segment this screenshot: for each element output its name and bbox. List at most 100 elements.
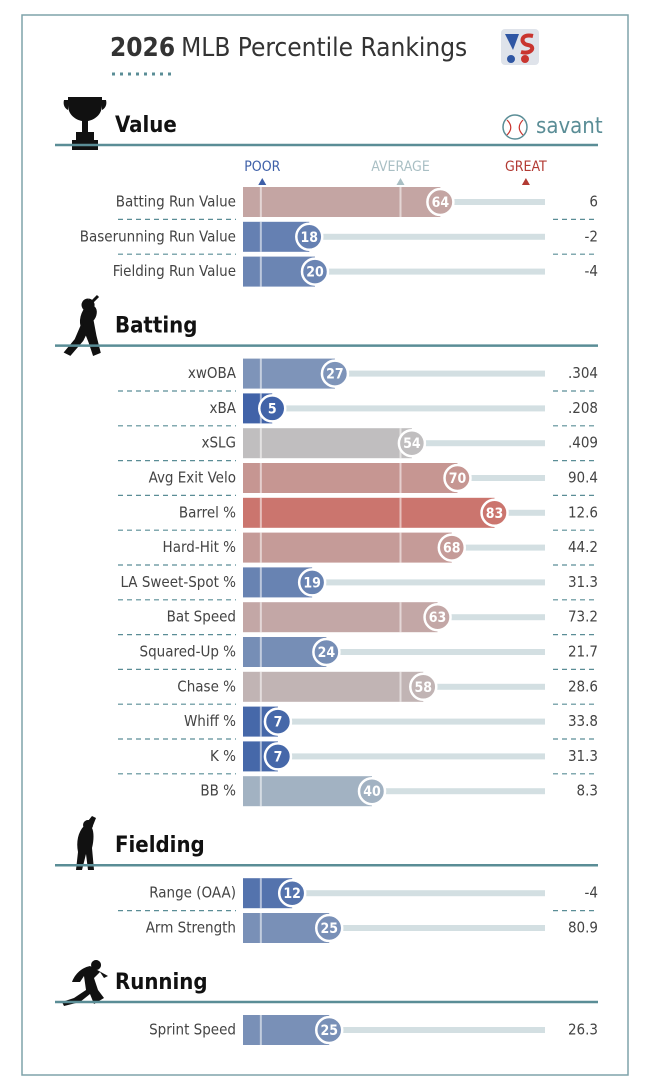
percentile-bar: [243, 187, 441, 217]
percentile-label: 25: [320, 1023, 338, 1039]
track: [451, 544, 545, 551]
metric-stat: 21.7: [568, 643, 598, 661]
track: [329, 925, 545, 931]
track: [437, 614, 545, 621]
metric-stat: 73.2: [568, 608, 598, 626]
track: [272, 405, 545, 412]
metric-stat: 31.3: [568, 573, 598, 591]
metric-label: LA Sweet-Spot %: [120, 573, 236, 591]
metric-stat: -2: [585, 227, 598, 245]
section-title: Fielding: [115, 833, 205, 858]
percentile-badge: [295, 222, 324, 252]
scale-label: GREAT: [505, 159, 547, 175]
percentile-label: 54: [403, 436, 421, 452]
track: [372, 788, 545, 795]
percentile-badge: [258, 394, 287, 423]
percentile-label: 5: [268, 401, 277, 417]
percentile-bar: [243, 358, 335, 389]
percentile-badge: [320, 359, 350, 388]
metric-stat: 90.4: [568, 469, 598, 487]
metric-label: xSLG: [201, 434, 236, 452]
track: [457, 475, 545, 481]
percentile-bar: [243, 671, 424, 702]
percentile-bar: [243, 532, 452, 563]
percentile-badge: [312, 637, 341, 667]
track: [315, 268, 545, 275]
percentile-label: 58: [415, 680, 433, 696]
metric-stat: 6: [589, 193, 598, 211]
percentile-label: 7: [274, 749, 283, 765]
title-year: 2026: [110, 33, 175, 63]
percentile-label: 83: [486, 506, 504, 522]
trophy-icon: [63, 97, 107, 150]
percentile-badge: [443, 463, 472, 493]
track: [292, 890, 545, 897]
metric-stat: 44.2: [568, 538, 598, 556]
track: [411, 440, 545, 447]
percentile-label: 63: [429, 610, 447, 626]
metric-stat: 31.3: [568, 747, 598, 765]
percentile-bar: [243, 1015, 330, 1045]
scale-label: POOR: [244, 159, 280, 175]
metric-stat: 8.3: [577, 782, 598, 800]
percentile-bar: [243, 463, 458, 493]
percentile-label: 7: [274, 715, 283, 731]
scale-marker: [258, 178, 267, 185]
percentile-badge: [300, 257, 330, 286]
metric-label: Sprint Speed: [149, 1021, 236, 1039]
percentile-badge: [357, 776, 387, 806]
metric-stat: 80.9: [568, 919, 598, 937]
percentile-label: 25: [320, 921, 338, 937]
track: [494, 509, 545, 516]
metric-stat: .208: [568, 399, 598, 417]
percentile-badge: [263, 742, 293, 771]
fielder-icon: [76, 816, 96, 870]
metric-stat: 28.6: [568, 677, 598, 695]
percentile-bar: [243, 428, 412, 459]
track: [423, 683, 545, 690]
savant-logo: savant: [502, 114, 603, 140]
track: [329, 1027, 545, 1033]
metric-label: xBA: [210, 399, 237, 417]
brand: savant: [536, 114, 603, 139]
metric-label: Baserunning Run Value: [80, 227, 236, 245]
percentile-badge: [315, 1015, 344, 1045]
percentile-badge: [437, 533, 467, 562]
metric-stat: .409: [568, 434, 598, 452]
percentile-badge: [397, 428, 427, 458]
metric-label: Chase %: [177, 677, 236, 695]
scale-marker: [396, 178, 405, 185]
percentile-badge: [315, 913, 344, 943]
percentile-badge: [277, 878, 307, 908]
percentile-label: 68: [443, 541, 461, 557]
percentile-badge: [426, 187, 455, 217]
runner-icon: [62, 960, 108, 1006]
metric-label: Batting Run Value: [116, 193, 236, 211]
vs-logo: [501, 29, 539, 65]
metric-label: Whiff %: [184, 712, 236, 730]
section-title: Value: [115, 113, 177, 138]
percentile-bar: [243, 913, 330, 943]
metric-label: xwOBA: [188, 364, 237, 382]
metric-stat: .304: [568, 364, 598, 382]
metric-label: K %: [210, 747, 236, 765]
metric-stat: -4: [585, 262, 598, 280]
track: [326, 649, 545, 655]
percentile-bar: [243, 497, 495, 528]
metric-stat: 12.6: [568, 503, 598, 521]
percentile-label: 70: [449, 471, 467, 487]
metric-label: Bat Speed: [167, 608, 236, 626]
metric-label: Avg Exit Velo: [149, 469, 236, 487]
percentile-bar: [243, 776, 372, 807]
percentile-label: 64: [432, 195, 450, 211]
percentile-label: 40: [363, 784, 381, 800]
track: [277, 718, 545, 725]
metric-stat: 26.3: [568, 1021, 598, 1039]
chart-title: 2026 MLB Percentile Rankings: [110, 33, 467, 63]
metric-label: Range (OAA): [149, 884, 236, 902]
percentile-badge: [263, 707, 293, 736]
metric-label: Hard-Hit %: [163, 538, 237, 556]
section-title: Running: [115, 970, 208, 995]
percentile-label: 24: [318, 645, 336, 661]
